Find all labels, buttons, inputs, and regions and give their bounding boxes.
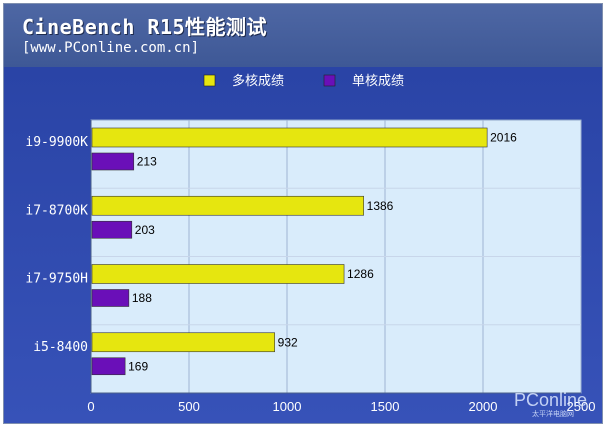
bar-single-core <box>91 152 135 171</box>
data-label-multi-core: 1286 <box>347 267 374 281</box>
bar-single-core <box>91 357 126 376</box>
category-label: i7-9750H <box>25 272 88 287</box>
legend-swatch-multi-core <box>203 74 216 87</box>
bar-multi-core <box>91 332 275 353</box>
bar-multi-core <box>91 264 345 284</box>
x-tick-label: 2000 <box>469 399 498 414</box>
data-label-multi-core: 2016 <box>490 131 517 145</box>
chart-header: CineBench R15性能测试 [www.PConline.com.cn] <box>4 4 602 67</box>
x-tick-label: 1500 <box>371 399 400 414</box>
bar-single-core <box>91 289 130 307</box>
data-label-single-core: 213 <box>137 155 157 169</box>
bar-chart: 2016 213 i9-9900K 1386 203 i7-8700K 1286 188 i7-… <box>25 73 596 418</box>
data-label-single-core: 169 <box>128 359 148 373</box>
x-tick-label: 500 <box>178 399 200 414</box>
category-label: i7-8700K <box>25 203 88 218</box>
data-label-single-core: 188 <box>132 291 152 305</box>
data-label-multi-core: 1386 <box>367 199 394 213</box>
watermark-logo: PConline <box>514 390 587 410</box>
chart-frame: CineBench R15性能测试 [www.PConline.com.cn] … <box>3 3 603 424</box>
chart-title: CineBench R15性能测试 <box>22 15 268 39</box>
watermark-subtext: 太平洋电脑网 <box>532 409 574 418</box>
data-label-multi-core: 932 <box>278 335 298 349</box>
bar-single-core <box>91 220 133 239</box>
data-label-single-core: 203 <box>135 223 155 237</box>
category-label: i9-9900K <box>25 135 88 150</box>
bar-multi-core <box>91 195 364 216</box>
legend-label-multi-core: 多核成绩 <box>232 73 284 89</box>
x-tick-label: 1000 <box>273 399 302 414</box>
category-label: i5-8400 <box>33 340 88 355</box>
chart-source: [www.PConline.com.cn] <box>22 40 200 56</box>
x-tick-label: 2500 <box>567 399 596 414</box>
legend-swatch-single-core <box>323 74 336 87</box>
bar-multi-core <box>91 127 488 148</box>
x-tick-label: 0 <box>87 399 94 414</box>
legend-label-single-core: 单核成绩 <box>352 74 404 89</box>
